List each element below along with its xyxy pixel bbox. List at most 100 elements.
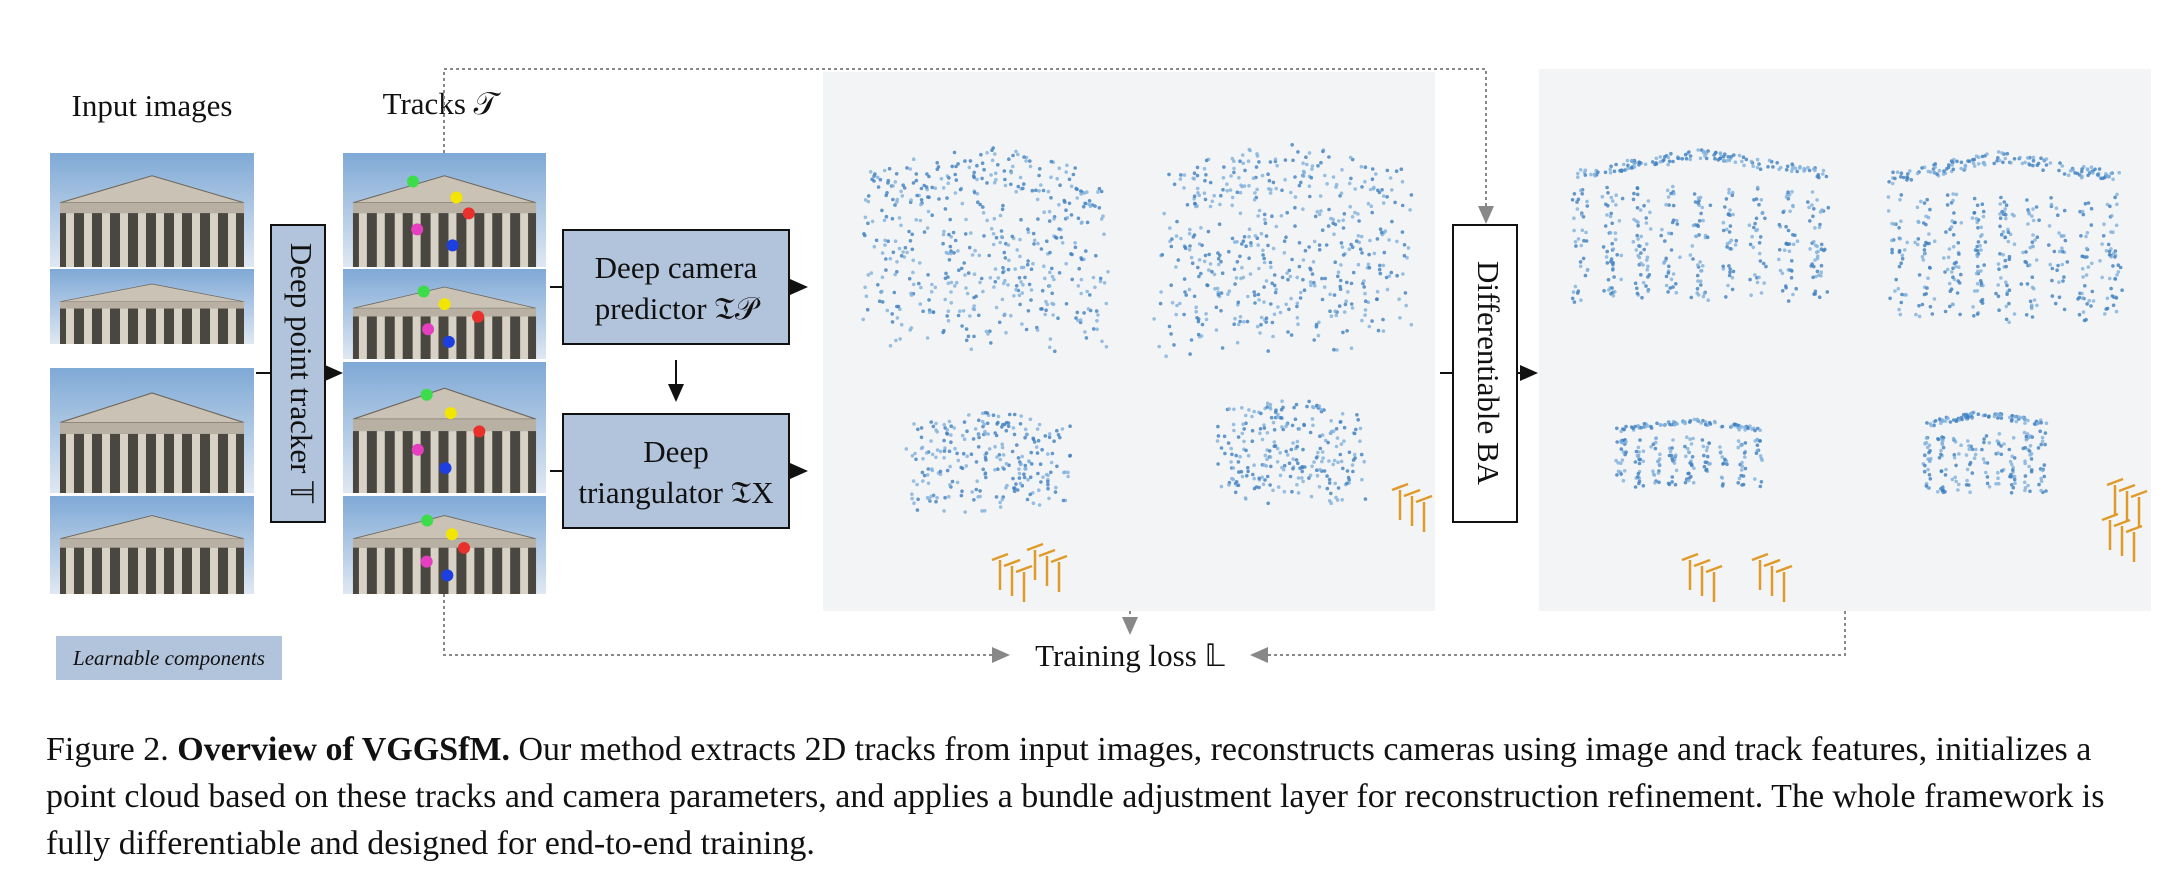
point (1029, 298, 1033, 302)
point (1937, 168, 1942, 173)
point (1897, 226, 1901, 230)
point (1014, 482, 1018, 486)
point (1635, 286, 1639, 291)
point (1026, 227, 1030, 231)
point (1624, 440, 1628, 444)
point (903, 245, 908, 250)
point (1321, 149, 1325, 154)
point (1182, 173, 1187, 177)
point (1079, 291, 1083, 296)
point (893, 239, 898, 243)
point (1674, 468, 1679, 473)
point (1021, 186, 1025, 191)
point (1968, 490, 1972, 495)
camera (1681, 552, 1699, 590)
point (2022, 430, 2027, 435)
point (1708, 203, 1713, 208)
point (1199, 226, 1203, 230)
point (1925, 421, 1929, 425)
point (942, 509, 946, 513)
point (2103, 312, 2107, 316)
camera (1015, 564, 1033, 602)
point (1660, 227, 1664, 232)
point (1196, 319, 1201, 324)
point (1096, 313, 1100, 317)
point (919, 435, 924, 440)
point (1621, 450, 1626, 454)
point (1327, 481, 1332, 485)
point (1917, 303, 1921, 308)
point (1730, 193, 1735, 198)
point (1758, 428, 1762, 433)
point (1039, 480, 1043, 484)
point (1960, 417, 1964, 422)
point (1340, 168, 1344, 172)
point (1099, 217, 1104, 221)
point (1037, 173, 1041, 178)
point (1692, 466, 1696, 471)
point (1637, 461, 1642, 466)
point (1327, 499, 1332, 503)
point (1985, 481, 1990, 486)
point (884, 257, 888, 261)
point (929, 494, 933, 499)
point (1688, 157, 1692, 162)
point (1957, 265, 1961, 270)
point (1189, 338, 1194, 342)
point (1653, 446, 1658, 451)
point (1168, 226, 1172, 230)
point (1332, 232, 1336, 236)
point (1721, 264, 1725, 269)
point (1036, 217, 1040, 221)
point (1728, 246, 1732, 251)
point (1261, 482, 1266, 487)
point (1219, 193, 1223, 198)
point (895, 270, 899, 274)
point (1645, 267, 1650, 272)
point (1237, 470, 1241, 474)
point (914, 172, 919, 176)
point (1023, 427, 1028, 432)
point (1274, 287, 1278, 292)
point (893, 272, 897, 277)
point (1331, 175, 1336, 179)
point (2004, 203, 2009, 207)
point (1975, 254, 1980, 259)
point (1937, 456, 1942, 460)
point (2040, 435, 2045, 440)
point (1039, 247, 1044, 251)
point (1673, 482, 1678, 487)
point (993, 267, 998, 271)
point (1646, 264, 1650, 269)
point (1579, 243, 1584, 248)
point (967, 165, 972, 170)
point (1932, 423, 1936, 428)
point (1671, 419, 1676, 424)
point (1976, 264, 1980, 269)
point (1312, 280, 1316, 285)
tracker-label: Deep point tracker 𝕋 (284, 243, 319, 504)
point (1662, 261, 1666, 265)
point (1028, 492, 1032, 497)
point (1579, 298, 1583, 303)
point (1705, 235, 1710, 240)
point (947, 494, 951, 499)
point (1309, 175, 1314, 180)
point (2020, 161, 2025, 166)
point (1663, 239, 1667, 243)
point (949, 280, 954, 285)
point (1699, 148, 1704, 152)
point (1215, 286, 1220, 291)
point (1257, 476, 1261, 481)
point (1999, 276, 2003, 280)
point (1077, 266, 1081, 271)
point (965, 454, 969, 459)
point (1378, 227, 1383, 231)
point (1295, 439, 1300, 444)
point (1226, 441, 1231, 445)
point (2104, 248, 2109, 253)
point (1743, 466, 1748, 471)
point (1340, 245, 1345, 249)
point (966, 334, 971, 339)
point (2002, 442, 2006, 446)
